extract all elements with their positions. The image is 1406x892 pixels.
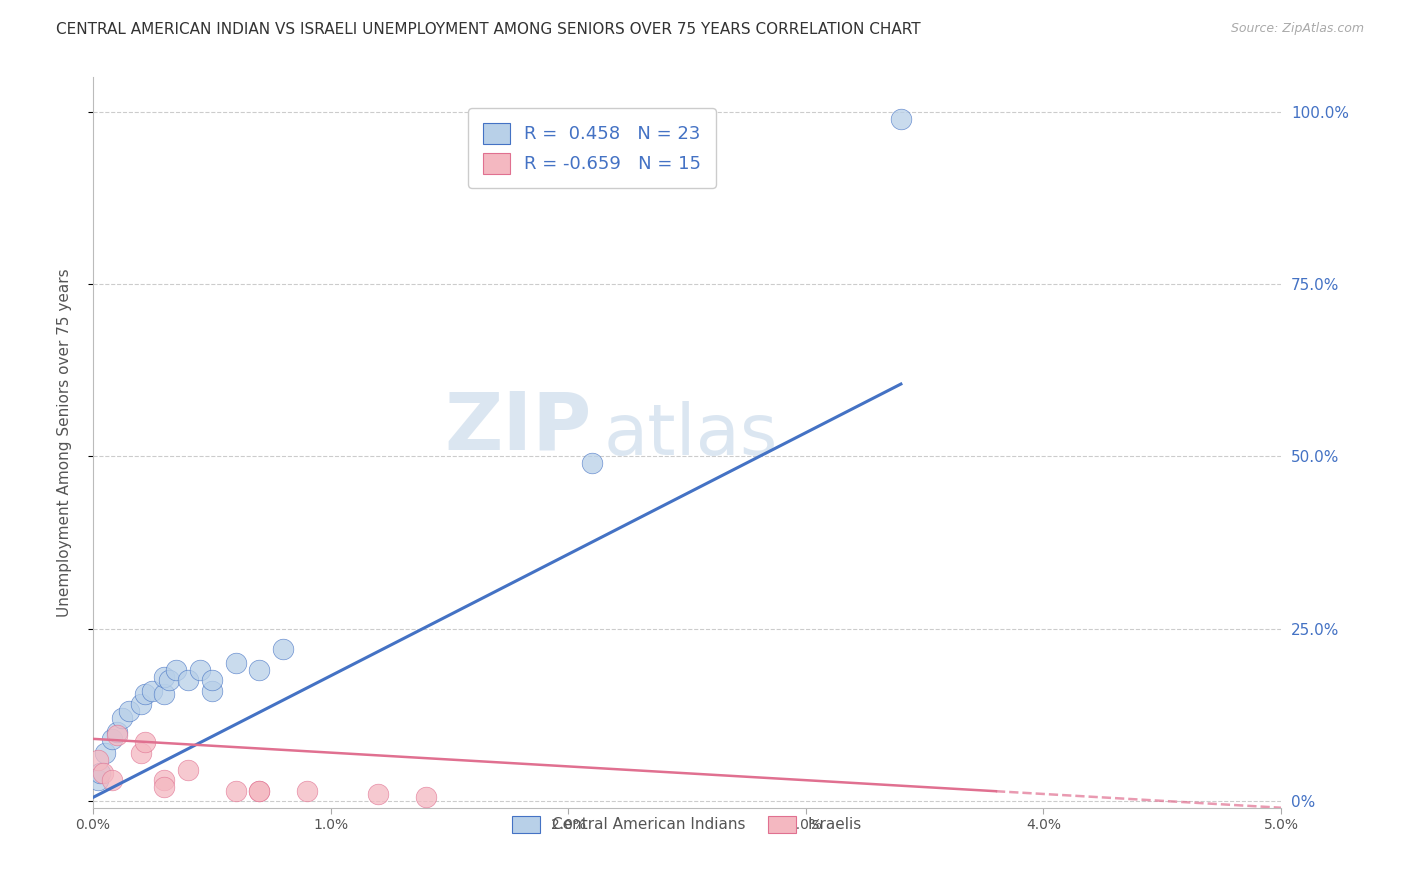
Point	[153, 670, 176, 684]
Y-axis label: Unemployment Among Seniors over 75 years: Unemployment Among Seniors over 75 years	[58, 268, 72, 617]
Point	[890, 112, 912, 126]
Point	[101, 773, 124, 788]
Point	[87, 773, 110, 788]
Point	[415, 790, 437, 805]
Point	[367, 787, 389, 801]
Point	[153, 773, 176, 788]
Point	[247, 783, 270, 797]
Point	[94, 746, 117, 760]
Text: ZIP: ZIP	[444, 389, 592, 467]
Point	[247, 783, 270, 797]
Point	[89, 766, 111, 780]
Point	[188, 663, 211, 677]
Point	[129, 746, 152, 760]
Point	[295, 783, 318, 797]
Point	[157, 673, 180, 688]
Point	[118, 704, 141, 718]
Point	[141, 683, 163, 698]
Point	[110, 711, 132, 725]
Text: Source: ZipAtlas.com: Source: ZipAtlas.com	[1230, 22, 1364, 36]
Point	[225, 783, 247, 797]
Point	[247, 663, 270, 677]
Point	[101, 731, 124, 746]
Point	[153, 780, 176, 794]
Point	[177, 673, 200, 688]
Point	[165, 663, 187, 677]
Point	[271, 642, 294, 657]
Point	[134, 687, 156, 701]
Point	[581, 456, 603, 470]
Point	[105, 728, 128, 742]
Point	[105, 725, 128, 739]
Point	[177, 763, 200, 777]
Point	[129, 698, 152, 712]
Text: atlas: atlas	[605, 401, 779, 470]
Point	[87, 752, 110, 766]
Point	[91, 766, 114, 780]
Point	[201, 673, 224, 688]
Legend: Central American Indians, Israelis: Central American Indians, Israelis	[502, 805, 873, 844]
Point	[225, 656, 247, 670]
Point	[134, 735, 156, 749]
Point	[153, 687, 176, 701]
Text: CENTRAL AMERICAN INDIAN VS ISRAELI UNEMPLOYMENT AMONG SENIORS OVER 75 YEARS CORR: CENTRAL AMERICAN INDIAN VS ISRAELI UNEMP…	[56, 22, 921, 37]
Point	[201, 683, 224, 698]
